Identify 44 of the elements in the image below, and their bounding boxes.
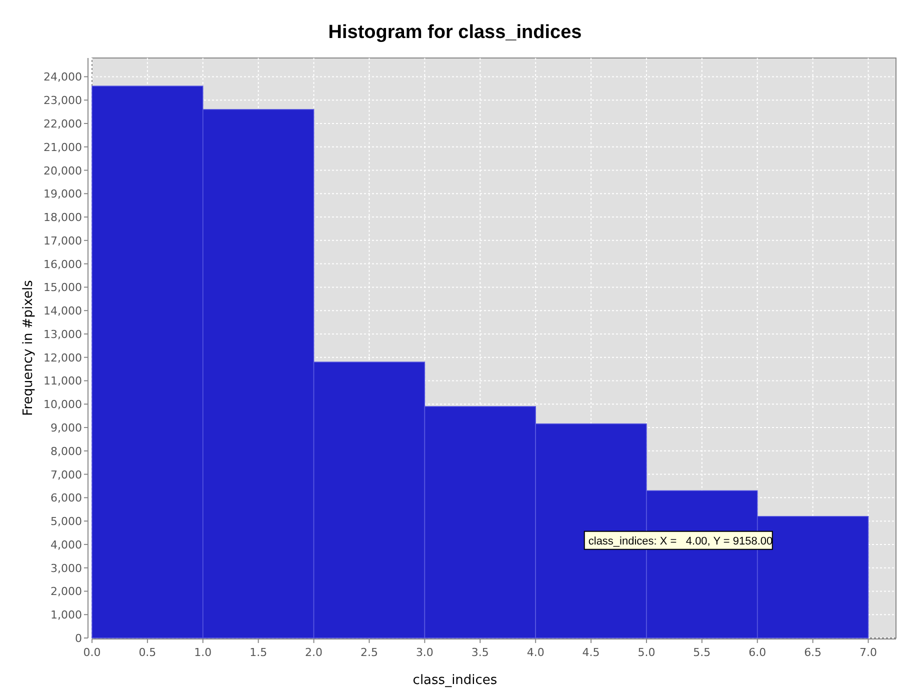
y-tick-label: 2,000 bbox=[50, 585, 82, 598]
y-tick-label: 4,000 bbox=[50, 538, 82, 552]
x-tick-label: 1.0 bbox=[194, 646, 212, 659]
annotation: class_indices: X = 4.00, Y = 9158.00 bbox=[588, 535, 773, 548]
y-tick-label: 17,000 bbox=[44, 234, 82, 248]
y-tick-label: 8,000 bbox=[50, 444, 82, 458]
y-tick-label: 5,000 bbox=[50, 515, 82, 528]
x-tick-label: 6.0 bbox=[748, 646, 766, 659]
y-axis-title: Frequency in #pixels bbox=[21, 280, 36, 416]
x-tick-label: 0.5 bbox=[138, 646, 156, 659]
chart-title: Histogram for class_indices bbox=[328, 22, 582, 43]
y-tick-label: 15,000 bbox=[44, 281, 82, 294]
x-tick-label: 1.5 bbox=[250, 646, 268, 659]
x-tick-label: 0.0 bbox=[83, 646, 101, 659]
y-tick-label: 16,000 bbox=[44, 258, 82, 271]
x-tick-label: 4.5 bbox=[582, 646, 600, 659]
y-tick-label: 18,000 bbox=[44, 211, 82, 224]
y-tick-label: 23,000 bbox=[44, 94, 82, 108]
y-tick-label: 14,000 bbox=[44, 304, 82, 318]
y-tick-label: 6,000 bbox=[50, 492, 82, 505]
y-tick-label: 9,000 bbox=[50, 422, 82, 435]
y-tick-label: 13,000 bbox=[44, 328, 82, 341]
y-tick-label: 0 bbox=[75, 632, 82, 645]
y-tick-label: 3,000 bbox=[50, 562, 82, 575]
x-axis-title: class_indices bbox=[412, 673, 498, 688]
y-tick-label: 10,000 bbox=[44, 398, 82, 412]
y-tick-label: 11,000 bbox=[44, 374, 82, 388]
y-tick-label: 1,000 bbox=[50, 608, 82, 622]
y-tick-label: 12,000 bbox=[44, 351, 82, 364]
x-tick-label: 3.5 bbox=[471, 646, 489, 659]
x-tick-label: 2.0 bbox=[305, 646, 323, 659]
x-tick-label: 5.0 bbox=[638, 646, 656, 659]
y-tick-label: 20,000 bbox=[44, 164, 82, 178]
x-tick-label: 5.5 bbox=[693, 646, 711, 659]
x-tick-label: 7.0 bbox=[860, 646, 878, 659]
y-tick-label: 19,000 bbox=[44, 188, 82, 201]
x-tick-label: 3.0 bbox=[416, 646, 434, 659]
y-tick-label: 24,000 bbox=[44, 70, 82, 84]
x-tick-label: 6.5 bbox=[804, 646, 822, 659]
x-tick-label: 4.0 bbox=[526, 646, 544, 659]
y-tick-label: 21,000 bbox=[44, 140, 82, 154]
x-tick-label: 2.5 bbox=[360, 646, 378, 659]
y-tick-label: 7,000 bbox=[50, 468, 82, 482]
y-tick-label: 22,000 bbox=[44, 117, 82, 130]
